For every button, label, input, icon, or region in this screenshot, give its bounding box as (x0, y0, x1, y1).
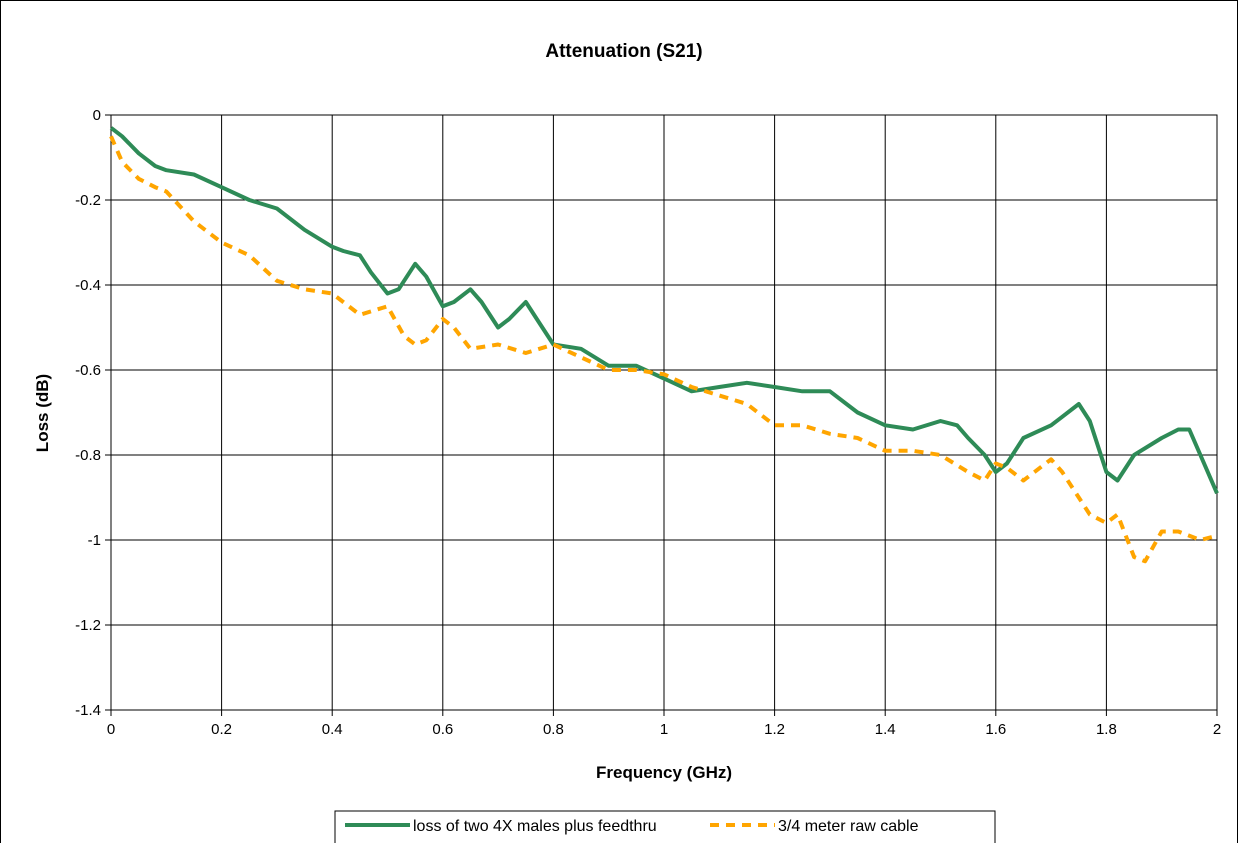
x-tick-label: 1 (660, 721, 668, 738)
series-line-2 (109, 135, 1218, 564)
y-tick-label: -0.8 (75, 447, 101, 464)
y-tick-label: -0.6 (75, 362, 101, 379)
x-axis-label: Frequency (GHz) (596, 763, 732, 782)
series-group (109, 126, 1219, 564)
y-tick-label: -1.4 (75, 702, 101, 719)
legend-label-series-2: 3/4 meter raw cable (778, 818, 919, 835)
legend-box (334, 810, 996, 843)
y-tick-label: 0 (93, 107, 101, 124)
y-tick-label: -1.2 (75, 617, 101, 634)
legend-label-series-1: loss of two 4X males plus feedthru (413, 818, 657, 835)
y-tick-label: -0.4 (75, 277, 101, 294)
y-tick-label: -0.2 (75, 192, 101, 209)
x-tick-label: 0.4 (322, 721, 343, 738)
tick-labels: 0 0.2 0.4 0.6 0.8 1 1.2 1.4 1.6 1.8 2 0 -0.2 -0.4 -0.6… (75, 107, 1221, 738)
x-tick-label: 1.2 (764, 721, 785, 738)
plot-area (110, 114, 1218, 711)
chart-title: Attenuation (S21) (545, 41, 702, 62)
x-tick-label: 1.8 (1096, 721, 1117, 738)
x-tick-label: 0.2 (211, 721, 232, 738)
x-tick-label: 0.6 (432, 721, 453, 738)
x-tick-label: 2 (1213, 721, 1221, 738)
legend: loss of two 4X males plus feedthru 3/4 m… (334, 810, 996, 843)
x-tick-label: 0.8 (543, 721, 564, 738)
y-axis-label: Loss (dB) (33, 374, 52, 452)
y-tick-label: -1 (88, 532, 101, 549)
series-line-1 (109, 126, 1219, 495)
x-tick-label: 1.6 (985, 721, 1006, 738)
x-tick-label: 1.4 (875, 721, 896, 738)
x-tick-label: 0 (107, 721, 115, 738)
